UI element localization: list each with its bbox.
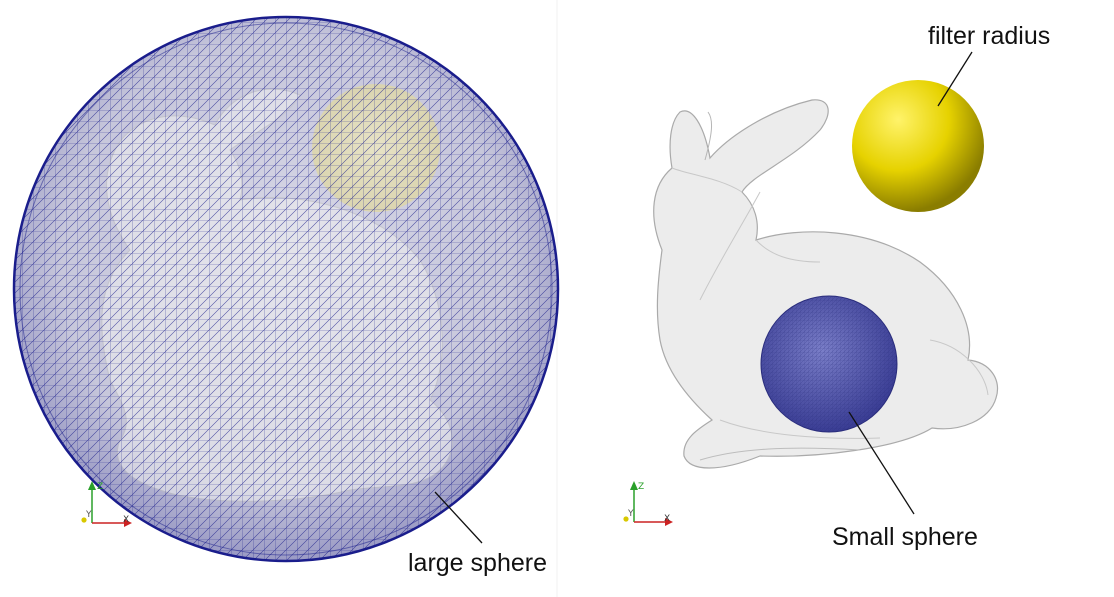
large-sphere-label: large sphere <box>408 549 547 577</box>
axis-label-y: Y <box>85 510 92 520</box>
bunny-panel: Z Y X Small sphere filter radius <box>623 22 1050 551</box>
small-sphere-leader <box>848 411 915 515</box>
axis-triad-left: Z Y X <box>81 481 132 527</box>
filter-radius-leader <box>937 51 973 107</box>
large-sphere-leader <box>434 491 483 544</box>
bunny <box>653 99 999 469</box>
axis-label-z-right: Z <box>638 482 644 492</box>
axis-triad-right: Z Y X <box>623 481 673 526</box>
axis-label-x: X <box>123 515 129 525</box>
axis-label-y-right: Y <box>627 509 634 519</box>
filter-radius-sphere <box>852 80 984 212</box>
axis-label-x-right: X <box>664 514 670 524</box>
small-sphere <box>760 295 898 433</box>
axis-label-z: Z <box>97 482 103 492</box>
small-sphere-label: Small sphere <box>832 523 978 551</box>
filter-radius-label: filter radius <box>928 22 1050 50</box>
